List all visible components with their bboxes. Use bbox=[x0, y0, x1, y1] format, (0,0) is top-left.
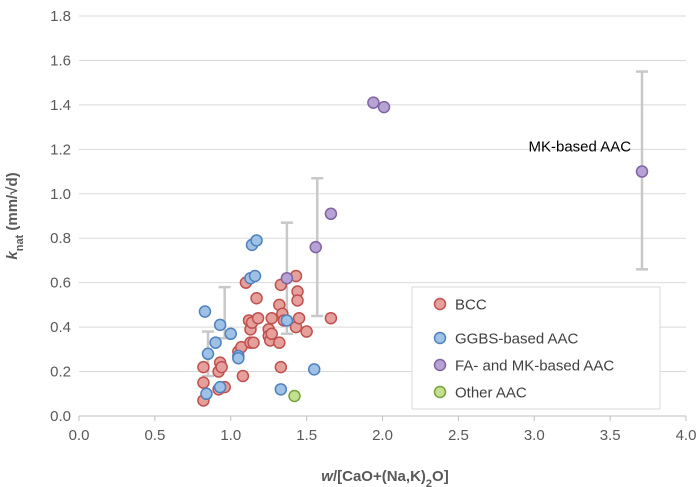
y-tick-label: 1.8 bbox=[50, 8, 71, 25]
data-point bbox=[635, 165, 649, 178]
legend-marker-fa-mk bbox=[433, 358, 447, 372]
data-point bbox=[265, 327, 278, 341]
data-point bbox=[300, 325, 313, 338]
legend-label-ggbs: GGBS-based AAC bbox=[455, 331, 579, 348]
data-point bbox=[292, 311, 306, 325]
axes bbox=[78, 415, 687, 421]
data-point bbox=[291, 294, 304, 307]
legend: BCC GGBS-based AAC FA- and MK-based AAC … bbox=[411, 286, 661, 410]
data-point bbox=[247, 336, 260, 349]
data-point bbox=[274, 360, 288, 374]
x-tick-label: 3.5 bbox=[600, 427, 621, 444]
data-point bbox=[367, 96, 380, 109]
y-tick-label: 1.4 bbox=[50, 97, 71, 114]
data-point bbox=[250, 234, 263, 247]
gridlines bbox=[79, 15, 686, 373]
series-ggbs-based-aac bbox=[198, 234, 321, 401]
data-points bbox=[197, 96, 649, 407]
data-point bbox=[197, 360, 210, 374]
data-point bbox=[265, 311, 278, 325]
legend-marker-bcc bbox=[433, 297, 447, 311]
data-point bbox=[224, 327, 237, 341]
x-tick-label: 4.0 bbox=[676, 427, 696, 444]
data-point bbox=[324, 207, 338, 221]
x-tick-label: 0.5 bbox=[144, 427, 165, 444]
legend-marker-ggbs bbox=[433, 331, 447, 345]
y-tick-label: 1.2 bbox=[50, 141, 71, 158]
x-tick-label: 2.5 bbox=[448, 427, 469, 444]
data-point bbox=[248, 269, 262, 283]
x-tick-label: 1.0 bbox=[220, 427, 241, 444]
data-point bbox=[198, 305, 212, 318]
data-point bbox=[274, 383, 288, 396]
y-tick-label: 1.0 bbox=[50, 186, 71, 203]
y-tick-label: 0.8 bbox=[50, 230, 71, 247]
data-point bbox=[288, 389, 301, 403]
y-tick-label: 0.2 bbox=[50, 364, 71, 381]
series-other-aac bbox=[288, 389, 301, 403]
data-point bbox=[280, 314, 294, 327]
data-point bbox=[377, 100, 391, 114]
data-point bbox=[209, 336, 222, 349]
data-point bbox=[232, 351, 245, 365]
y-axis-title: knat (mm/√d) bbox=[4, 172, 26, 259]
annotation-mk-based-aac: MK-based AAC bbox=[529, 139, 632, 156]
data-point bbox=[213, 318, 227, 332]
data-point bbox=[251, 311, 265, 325]
data-point bbox=[280, 271, 294, 285]
data-point bbox=[201, 347, 215, 361]
data-point bbox=[215, 360, 228, 374]
data-point bbox=[273, 336, 286, 349]
legend-label-fa-mk: FA- and MK-based AAC bbox=[455, 358, 614, 375]
data-point bbox=[309, 240, 322, 254]
tick-labels: 0.0 0.2 0.4 0.6 0.8 1.0 1.2 1.4 1.6 1.8 0.0 0.5 1.0 1… bbox=[50, 8, 696, 444]
y-tick-label: 0.6 bbox=[50, 275, 71, 292]
data-point bbox=[307, 363, 321, 376]
y-tick-label: 1.6 bbox=[50, 52, 71, 69]
series-fa-and-mk-based-aac bbox=[280, 96, 649, 285]
data-point bbox=[197, 376, 210, 389]
legend-label-other: Other AAC bbox=[455, 385, 527, 402]
x-tick-label: 2.0 bbox=[372, 427, 393, 444]
legend-label-bcc: BCC bbox=[455, 297, 487, 314]
series-bcc bbox=[197, 269, 338, 407]
data-point bbox=[213, 380, 227, 394]
y-tick-label: 0.0 bbox=[50, 408, 71, 425]
x-tick-label: 1.5 bbox=[296, 427, 317, 444]
x-tick-label: 0.0 bbox=[69, 427, 90, 444]
y-tick-label: 0.4 bbox=[50, 319, 71, 336]
x-axis-title: w/[CaO+(Na,K)2O] bbox=[321, 468, 448, 487]
data-point bbox=[324, 311, 338, 325]
legend-marker-other bbox=[433, 385, 447, 399]
data-point bbox=[200, 387, 213, 401]
data-point bbox=[236, 369, 250, 383]
x-tick-label: 3.0 bbox=[524, 427, 545, 444]
data-point bbox=[250, 291, 263, 305]
legend-box bbox=[411, 286, 661, 410]
